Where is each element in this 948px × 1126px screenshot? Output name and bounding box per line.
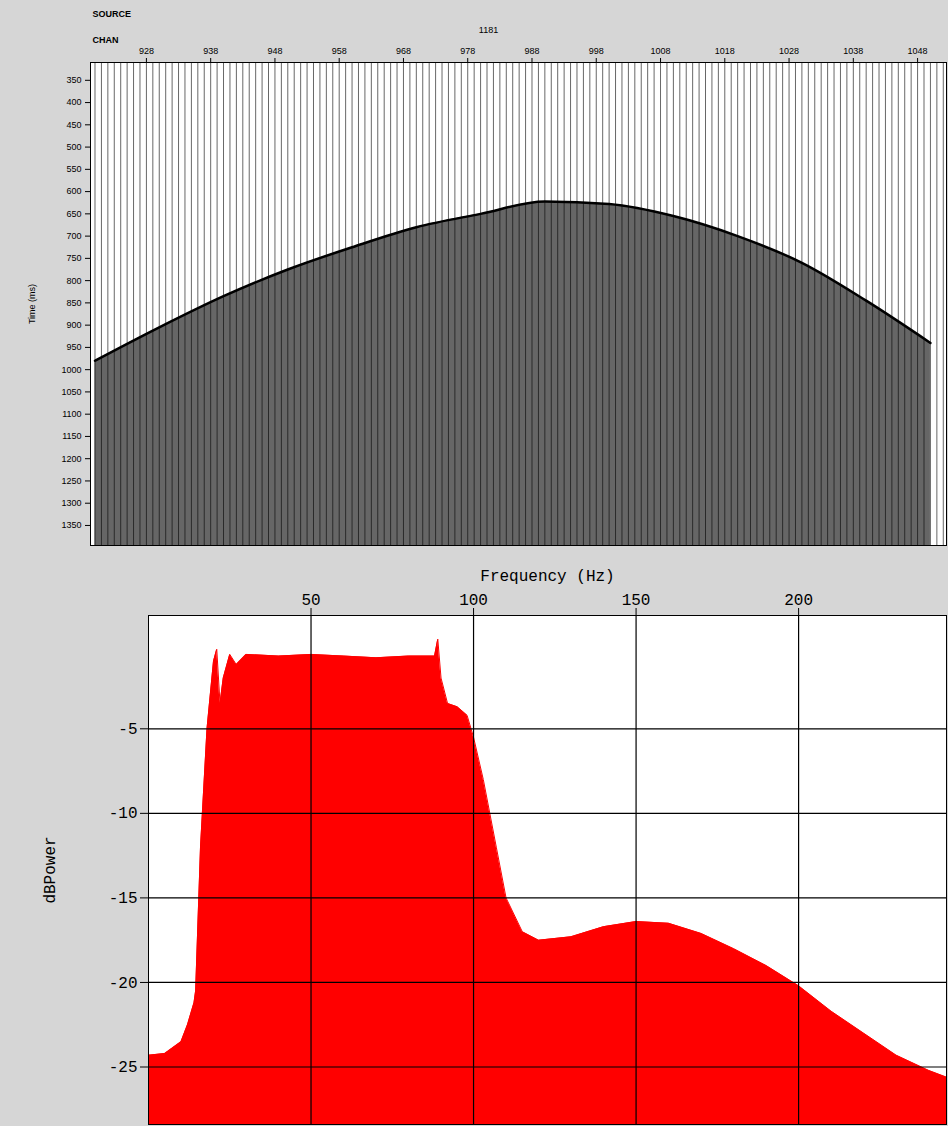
svg-text:1181: 1181 (479, 25, 498, 35)
svg-text:500: 500 (66, 142, 81, 152)
svg-text:150: 150 (622, 592, 651, 610)
svg-text:1350: 1350 (61, 520, 81, 530)
svg-text:CHAN: CHAN (93, 35, 119, 45)
svg-text:Time (ms): Time (ms) (27, 284, 37, 324)
svg-text:1038: 1038 (843, 46, 863, 56)
svg-text:-15: -15 (109, 890, 138, 908)
svg-text:SOURCE: SOURCE (93, 9, 132, 19)
svg-text:988: 988 (524, 46, 539, 56)
svg-text:-10: -10 (109, 805, 138, 823)
svg-text:1028: 1028 (779, 46, 799, 56)
svg-text:948: 948 (267, 46, 282, 56)
svg-text:100: 100 (459, 592, 488, 610)
svg-text:Frequency (Hz): Frequency (Hz) (480, 568, 614, 586)
svg-text:700: 700 (66, 231, 81, 241)
svg-text:938: 938 (203, 46, 218, 56)
svg-text:200: 200 (784, 592, 813, 610)
svg-text:968: 968 (396, 46, 411, 56)
svg-text:350: 350 (66, 75, 81, 85)
svg-text:900: 900 (66, 320, 81, 330)
svg-text:-25: -25 (109, 1059, 138, 1077)
svg-text:1200: 1200 (61, 454, 81, 464)
svg-text:1008: 1008 (651, 46, 671, 56)
svg-text:1048: 1048 (908, 46, 928, 56)
svg-text:950: 950 (66, 342, 81, 352)
svg-text:1150: 1150 (62, 431, 81, 441)
svg-text:450: 450 (66, 120, 81, 130)
svg-text:958: 958 (332, 46, 347, 56)
svg-text:1018: 1018 (715, 46, 735, 56)
svg-text:998: 998 (589, 46, 604, 56)
svg-text:550: 550 (66, 164, 81, 174)
svg-text:1100: 1100 (62, 409, 81, 419)
svg-text:650: 650 (66, 209, 81, 219)
svg-text:800: 800 (66, 276, 81, 286)
svg-text:978: 978 (460, 46, 475, 56)
svg-text:1050: 1050 (61, 387, 81, 397)
svg-text:1250: 1250 (61, 476, 81, 486)
svg-text:dBPower: dBPower (42, 836, 60, 903)
svg-text:-5: -5 (118, 721, 137, 739)
svg-text:1300: 1300 (61, 498, 81, 508)
svg-text:600: 600 (66, 186, 81, 196)
svg-text:50: 50 (301, 592, 320, 610)
svg-text:400: 400 (66, 97, 81, 107)
svg-text:850: 850 (66, 298, 81, 308)
svg-text:1000: 1000 (61, 365, 81, 375)
svg-text:750: 750 (66, 253, 81, 263)
svg-text:928: 928 (139, 46, 154, 56)
svg-text:-20: -20 (109, 975, 138, 993)
